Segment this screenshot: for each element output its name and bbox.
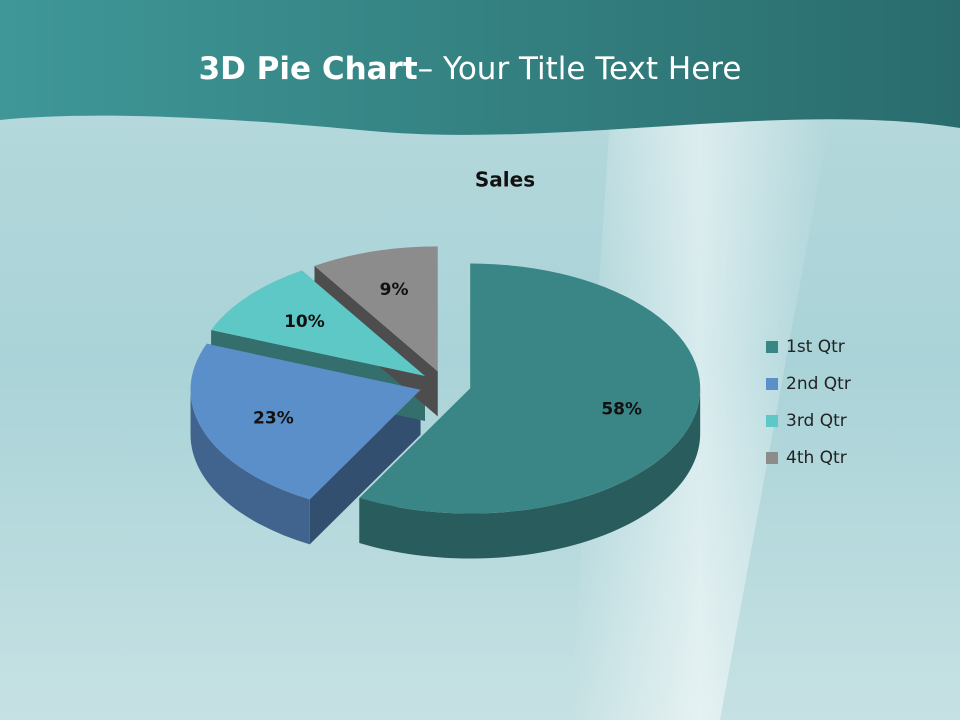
slice-side (359, 388, 701, 559)
chart-title: Sales (475, 168, 535, 192)
data-label: 10% (284, 312, 325, 332)
data-label: 58% (601, 400, 642, 420)
header-band (0, 0, 960, 135)
title-bold: 3D Pie Chart (199, 51, 418, 87)
slice (211, 270, 425, 376)
slide-title: 3D Pie Chart– Your Title Text Here (199, 51, 742, 87)
legend-label: 1st Qtr (786, 337, 845, 357)
legend-label: 4th Qtr (786, 448, 847, 468)
slice-side (190, 389, 310, 545)
slice (314, 246, 438, 372)
data-label: 23% (253, 409, 294, 429)
legend-label: 2nd Qtr (786, 374, 851, 394)
slice (190, 343, 421, 500)
legend-swatch (766, 341, 778, 353)
legend: 1st Qtr 2nd Qtr 3rd Qtr 4th Qtr (766, 337, 851, 468)
legend-swatch (766, 452, 778, 464)
title-rest: – Your Title Text Here (418, 51, 742, 87)
legend-swatch (766, 415, 778, 427)
slice (359, 263, 701, 514)
pie: 58% 23% 10% 9% (190, 246, 701, 559)
legend-label: 3rd Qtr (786, 411, 847, 431)
data-label: 9% (380, 280, 409, 300)
legend-swatch (766, 378, 778, 390)
